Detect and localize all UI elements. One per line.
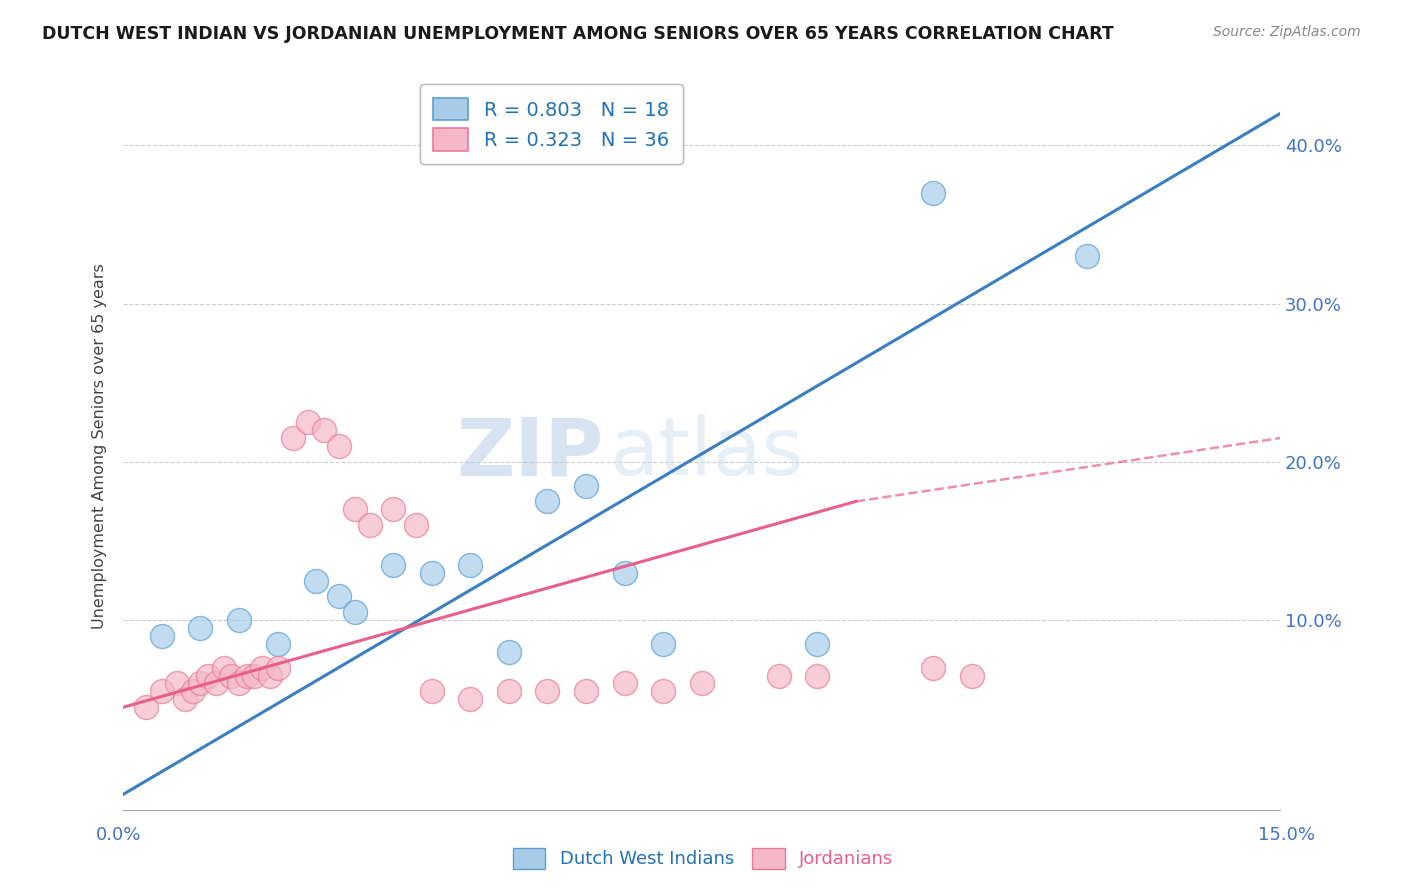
Point (382, 502, 405, 516)
Point (174, 692, 197, 706)
Point (243, 668, 266, 682)
Point (219, 668, 242, 682)
Text: 0.0%: 0.0% (96, 826, 141, 844)
Text: 15.0%: 15.0% (1257, 826, 1315, 844)
Y-axis label: Unemployment Among Seniors over 65 years: Unemployment Among Seniors over 65 years (93, 263, 107, 629)
Legend: Dutch West Indians, Jordanians: Dutch West Indians, Jordanians (506, 840, 900, 876)
Point (460, 558, 482, 572)
Text: Source: ZipAtlas.com: Source: ZipAtlas.com (1213, 25, 1361, 39)
Point (259, 668, 281, 682)
Point (212, 660, 235, 674)
Point (190, 676, 212, 690)
Point (575, 478, 598, 492)
Point (359, 518, 381, 533)
Point (190, 621, 212, 635)
Point (405, 518, 427, 533)
Point (690, 676, 713, 690)
Point (420, 566, 443, 580)
Point (536, 494, 558, 508)
Text: ZIP: ZIP (456, 414, 603, 492)
Text: atlas: atlas (609, 414, 803, 492)
Text: DUTCH WEST INDIAN VS JORDANIAN UNEMPLOYMENT AMONG SENIORS OVER 65 YEARS CORRELAT: DUTCH WEST INDIAN VS JORDANIAN UNEMPLOYM… (42, 25, 1114, 43)
Point (498, 645, 520, 659)
Point (266, 660, 288, 674)
Point (150, 629, 173, 643)
Point (1076, 249, 1098, 263)
Point (343, 502, 366, 516)
Point (197, 668, 219, 682)
Point (166, 676, 188, 690)
Point (768, 668, 790, 682)
Point (228, 676, 250, 690)
Point (305, 574, 328, 588)
Point (460, 692, 482, 706)
Point (575, 684, 598, 698)
Point (922, 660, 945, 674)
Point (250, 660, 273, 674)
Point (806, 668, 828, 682)
Point (536, 684, 558, 698)
Point (150, 684, 173, 698)
Point (205, 676, 228, 690)
Point (960, 668, 983, 682)
Legend: R = 0.803   N = 18, R = 0.323   N = 36: R = 0.803 N = 18, R = 0.323 N = 36 (420, 85, 683, 164)
Point (328, 590, 350, 604)
Point (652, 637, 675, 651)
Point (312, 423, 335, 437)
Point (613, 676, 636, 690)
Point (135, 700, 157, 714)
Point (382, 558, 405, 572)
Point (281, 431, 304, 445)
Point (235, 668, 257, 682)
Point (343, 605, 366, 619)
Point (652, 684, 675, 698)
Point (806, 637, 828, 651)
Point (613, 566, 636, 580)
Point (181, 684, 204, 698)
Point (266, 637, 288, 651)
Point (228, 613, 250, 627)
Point (498, 684, 520, 698)
Point (420, 684, 443, 698)
Point (922, 186, 945, 200)
Point (297, 415, 319, 429)
Point (328, 439, 350, 453)
